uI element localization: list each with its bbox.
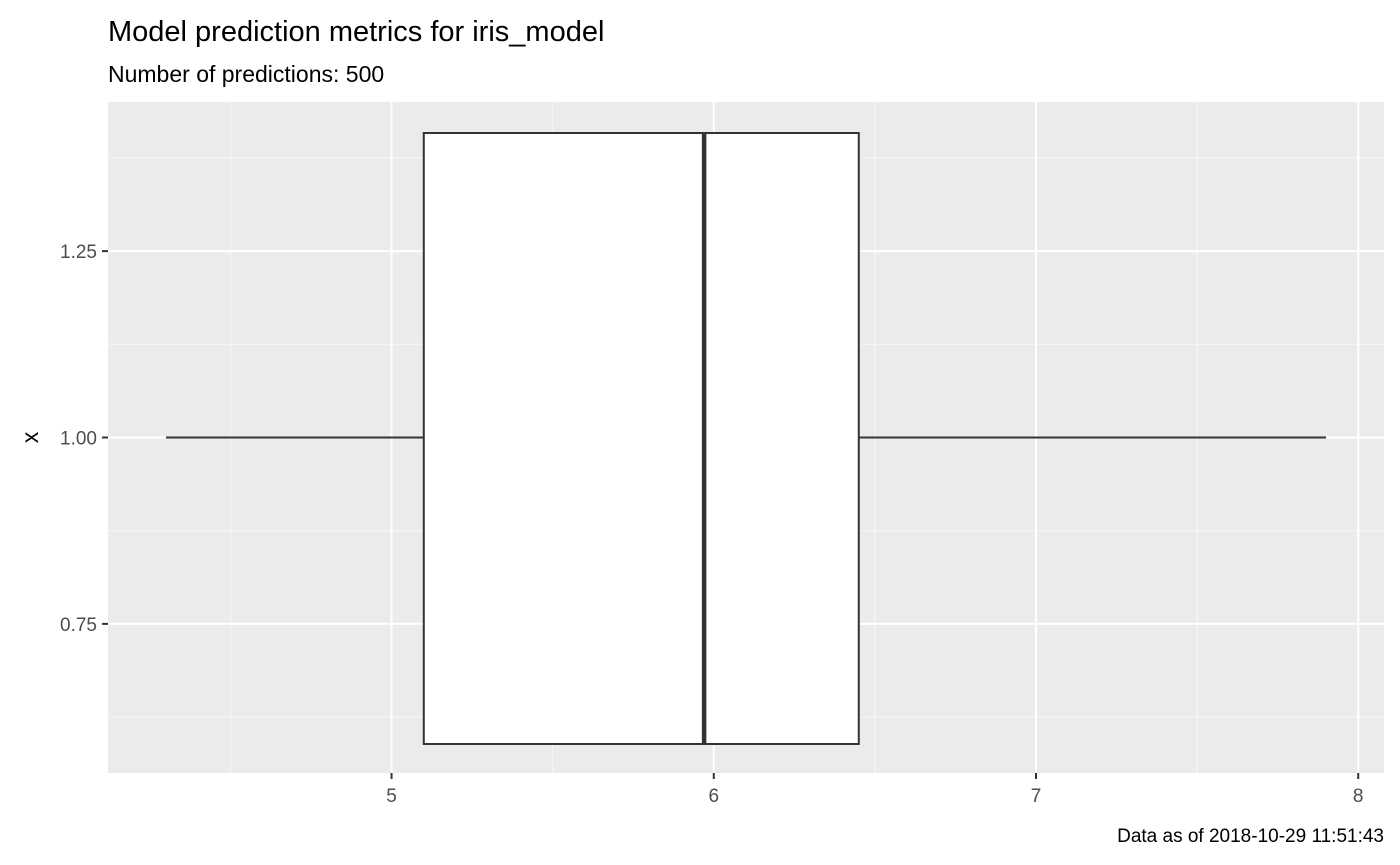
axis-tick-labels: 5 6 7 8 0.75 1.00 1.25: [60, 242, 1363, 807]
x-tick-label: 6: [708, 786, 719, 807]
boxplot-marks: [166, 132, 1326, 745]
axis-ticks: [102, 250, 1360, 779]
x-tick-label: 5: [386, 786, 397, 807]
chart-title: Model prediction metrics for iris_model: [108, 16, 604, 48]
y-tick-label: 1.00: [60, 429, 97, 450]
box-iqr: [422, 132, 860, 745]
chart-subtitle: Number of predictions: 500: [108, 61, 384, 87]
y-tick-label: 0.75: [60, 615, 97, 636]
x-tick-label: 8: [1353, 786, 1364, 807]
chart-caption: Data as of 2018-10-29 11:51:43: [1117, 826, 1384, 847]
y-tick-label: 1.25: [60, 242, 97, 263]
y-axis-title: x: [17, 431, 43, 443]
x-tick-label: 7: [1031, 786, 1042, 807]
